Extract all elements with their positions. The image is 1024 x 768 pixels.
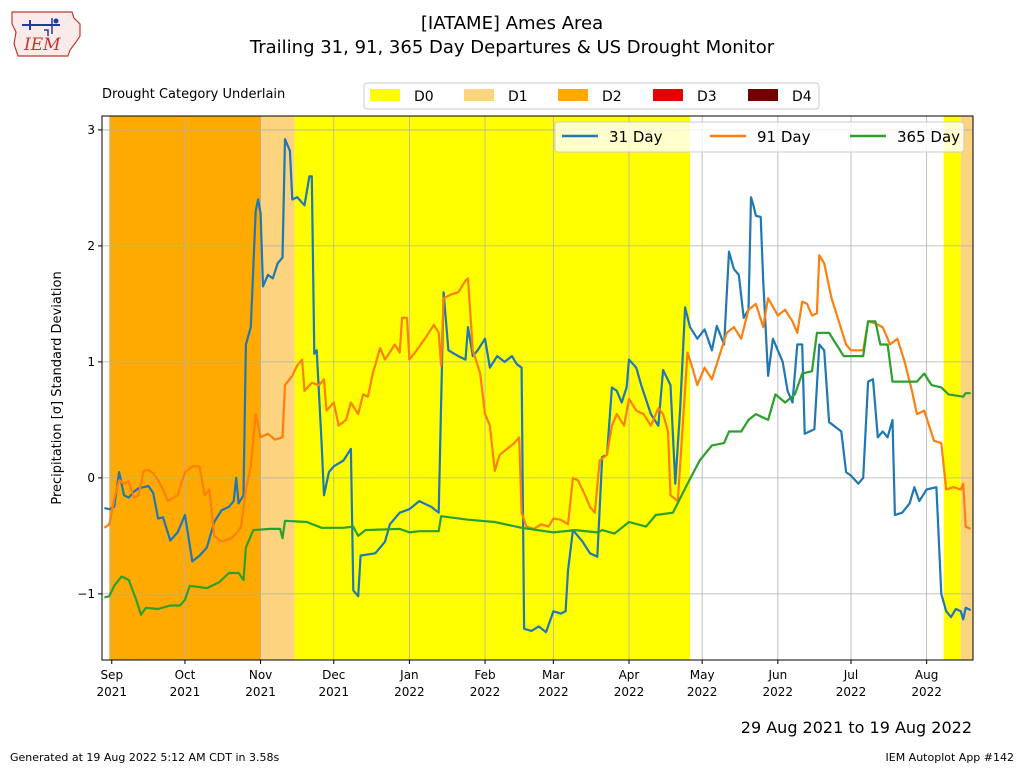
x-tick-label-year: 2021 — [170, 685, 201, 699]
x-tick-label-year: 2022 — [687, 685, 718, 699]
y-tick-label: 0 — [87, 471, 95, 485]
x-tick-label-month: Jan — [399, 668, 419, 682]
series-legend-box — [554, 121, 965, 153]
svg-text:IEM: IEM — [23, 35, 61, 55]
legend-label-365-day: 365 Day — [897, 128, 960, 146]
y-tick-label: 1 — [87, 355, 95, 369]
x-tick-label-year: 2022 — [538, 685, 569, 699]
legend-swatch-d1 — [464, 89, 494, 101]
series-line-31-day — [104, 138, 972, 634]
legend-label-d0: D0 — [414, 89, 434, 105]
chart-title: [IATAME] Ames Area — [420, 13, 604, 34]
chart-subtitle: Trailing 31, 91, 365 Day Departures & US… — [249, 37, 775, 58]
legend-label-d1: D1 — [508, 89, 528, 105]
x-tick-label-month: May — [690, 668, 715, 682]
x-tick-label-year: 2022 — [836, 685, 867, 699]
series-line-365-day — [104, 320, 971, 616]
app-note: IEM Autoplot App #142 — [885, 751, 1015, 764]
x-tick-label-month: Mar — [542, 668, 565, 682]
x-tick-label-month: Dec — [322, 668, 345, 682]
x-tick-label-month: Sep — [100, 668, 123, 682]
x-tick-label-year: 2022 — [614, 685, 645, 699]
drought-span-d1-1 — [260, 116, 295, 660]
date-range: 29 Aug 2021 to 19 Aug 2022 — [740, 718, 972, 737]
drought-span-d0-3 — [943, 116, 961, 660]
legend-swatch-d3 — [653, 89, 683, 101]
legend-swatch-d0 — [370, 89, 400, 101]
x-tick-label-year: 2022 — [763, 685, 794, 699]
y-tick-label: 3 — [87, 123, 95, 137]
drought-note: Drought Category Underlain — [102, 87, 286, 102]
series-line-91-day — [103, 254, 972, 543]
y-tick-label: 2 — [87, 239, 95, 253]
drought-span-d1-4 — [960, 116, 973, 660]
legend-swatch-d4 — [748, 89, 778, 101]
legend-label-91-day: 91 Day — [757, 128, 811, 146]
x-tick-label-month: Feb — [474, 668, 495, 682]
iem-logo: IEM — [8, 6, 86, 66]
x-tick-label-month: Nov — [249, 668, 272, 682]
generated-note: Generated at 19 Aug 2022 5:12 AM CDT in … — [10, 751, 280, 764]
x-tick-label-month: Aug — [915, 668, 938, 682]
x-tick-label-year: 2022 — [470, 685, 501, 699]
x-tick-label-year: 2021 — [319, 685, 350, 699]
x-tick-label-month: Jul — [843, 668, 858, 682]
legend-label-31-day: 31 Day — [609, 128, 663, 146]
x-tick-label-year: 2022 — [394, 685, 425, 699]
legend-label-d2: D2 — [602, 89, 622, 105]
plot-frame — [101, 115, 974, 661]
x-tick-label-year: 2021 — [245, 685, 276, 699]
x-tick-label-month: Jun — [767, 668, 787, 682]
legend-label-d4: D4 — [792, 89, 812, 105]
y-tick-label: −1 — [77, 587, 95, 601]
y-axis-label: Precipitation [σ] Standard Deviation — [50, 271, 65, 504]
x-tick-label-month: Apr — [619, 668, 640, 682]
x-tick-label-month: Oct — [175, 668, 196, 682]
legend-label-d3: D3 — [697, 89, 717, 105]
x-tick-label-year: 2021 — [96, 685, 127, 699]
x-tick-label-year: 2022 — [911, 685, 942, 699]
legend-swatch-d2 — [558, 89, 588, 101]
